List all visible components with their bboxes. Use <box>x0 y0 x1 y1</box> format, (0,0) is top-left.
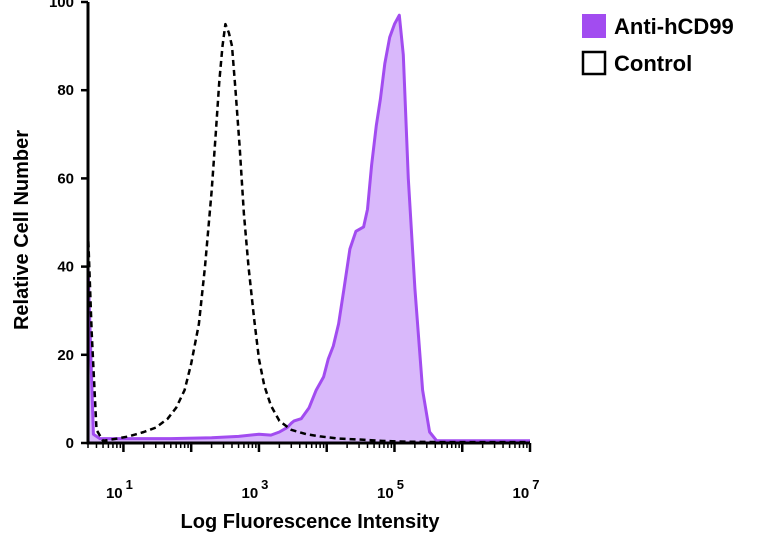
axes-layer <box>86 2 530 445</box>
y-tick-label: 60 <box>57 170 74 187</box>
legend-label-anti-hcd99: Anti-hCD99 <box>614 14 734 39</box>
series-layer <box>86 13 530 444</box>
x-tick-label: 103 <box>241 477 268 502</box>
x-tick-label: 105 <box>377 477 404 502</box>
y-tick-label: 40 <box>57 259 74 276</box>
y-tick-label: 0 <box>66 435 74 452</box>
legend-swatch-control <box>581 50 607 76</box>
series-line-control <box>86 22 530 444</box>
y-axis-title: Relative Cell Number <box>11 130 33 330</box>
y-tick-label: 80 <box>57 82 74 99</box>
series-area-anti-hcd99 <box>88 15 530 443</box>
x-tick-label: 101 <box>106 477 133 502</box>
ticks-layer: 0 20 40 60 80 100 101 103 105 107 <box>49 0 539 502</box>
x-axis-title: Log Fluorescence Intensity <box>181 511 441 533</box>
legend-swatch-anti-hcd99 <box>582 14 606 38</box>
y-tick-label: 100 <box>49 0 74 11</box>
legend-label-control: Control <box>614 51 692 76</box>
y-tick-label: 20 <box>57 347 74 364</box>
x-tick-label: 107 <box>513 477 540 502</box>
legend: Anti-hCD99 Control <box>581 14 734 76</box>
series-line-anti-hcd99 <box>86 13 530 443</box>
